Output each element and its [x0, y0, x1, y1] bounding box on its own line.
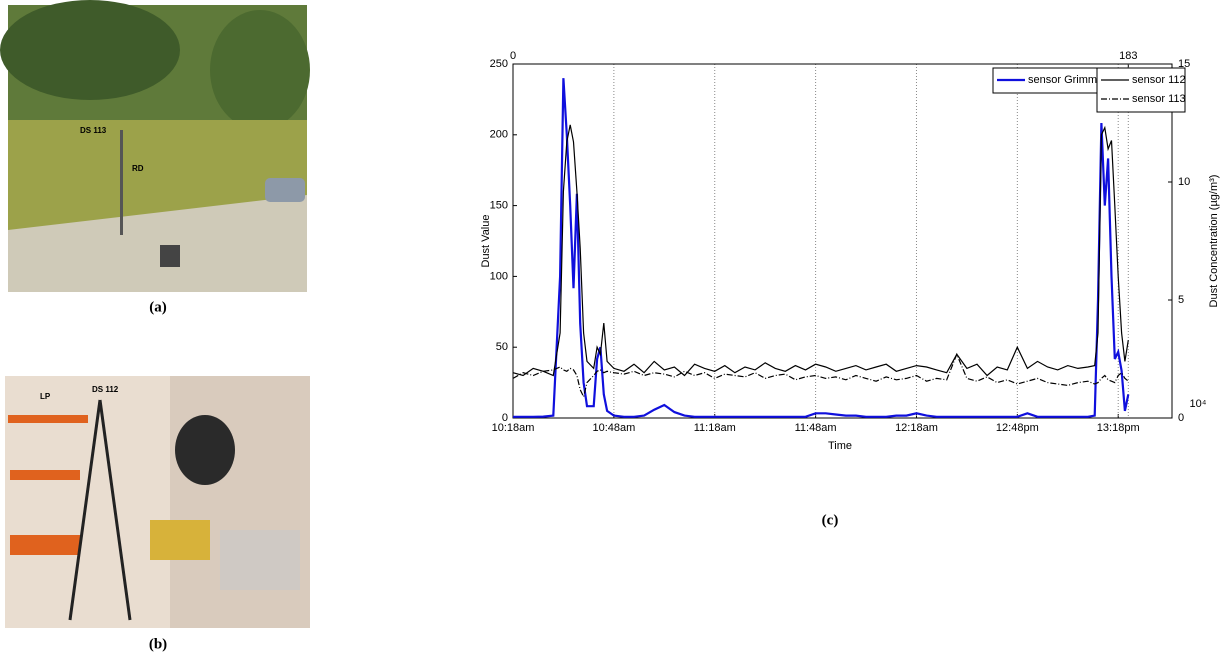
- x-axis-title: Time: [828, 440, 852, 452]
- x-tick-label: 11:18am: [694, 422, 736, 434]
- photo-label: DS 112: [92, 385, 119, 394]
- y2-axis-title: Dust Concentration (µg/m³): [1208, 175, 1220, 308]
- data-line: [513, 78, 1130, 418]
- y-tick-label: 0: [502, 412, 508, 424]
- y2-tick-label: 15: [1178, 58, 1190, 70]
- y2-multiplier: 10⁴: [1190, 398, 1207, 410]
- data-line: [512, 352, 1129, 399]
- photo-a: DS 113 RD: [0, 0, 310, 292]
- y-tick-label: 200: [490, 129, 508, 141]
- photo-label: DS 113: [80, 126, 107, 135]
- x-tick-label: 11:48am: [795, 422, 837, 434]
- x2-tick-label: 183: [1119, 50, 1137, 62]
- photo-label: RD: [132, 164, 144, 173]
- x-tick-label: 10:18am: [492, 422, 535, 434]
- x-tick-label: 12:18am: [895, 422, 938, 434]
- photo-b: LP DS 112: [5, 376, 310, 628]
- legend-label: sensor 113: [1132, 93, 1186, 105]
- x2-tick-label: 0: [510, 50, 516, 62]
- legend-label: sensor Grimm: [1028, 74, 1097, 86]
- legend-label: sensor 112: [1132, 74, 1186, 86]
- caption: (a): [149, 299, 167, 315]
- data-line: [512, 124, 1129, 377]
- legend-box: [1096, 67, 1186, 113]
- x-tick-label: 12:48pm: [996, 422, 1039, 434]
- y2-tick-label: 5: [1178, 294, 1184, 306]
- y2-tick-label: 0: [1178, 412, 1184, 424]
- plot-frame: [512, 63, 1173, 419]
- caption: (b): [149, 636, 167, 652]
- x-tick-label: 10:48am: [592, 422, 635, 434]
- y-tick-label: 100: [490, 270, 508, 282]
- photo-label: LP: [40, 392, 51, 401]
- y2-tick-label: 10: [1178, 176, 1190, 188]
- caption: (c): [822, 512, 839, 528]
- y-tick-label: 50: [496, 341, 508, 353]
- y-axis-title: Dust Value: [480, 215, 492, 268]
- y-tick-label: 250: [490, 58, 508, 70]
- y-tick-label: 150: [490, 200, 508, 212]
- x-tick-label: 13:18pm: [1097, 422, 1140, 434]
